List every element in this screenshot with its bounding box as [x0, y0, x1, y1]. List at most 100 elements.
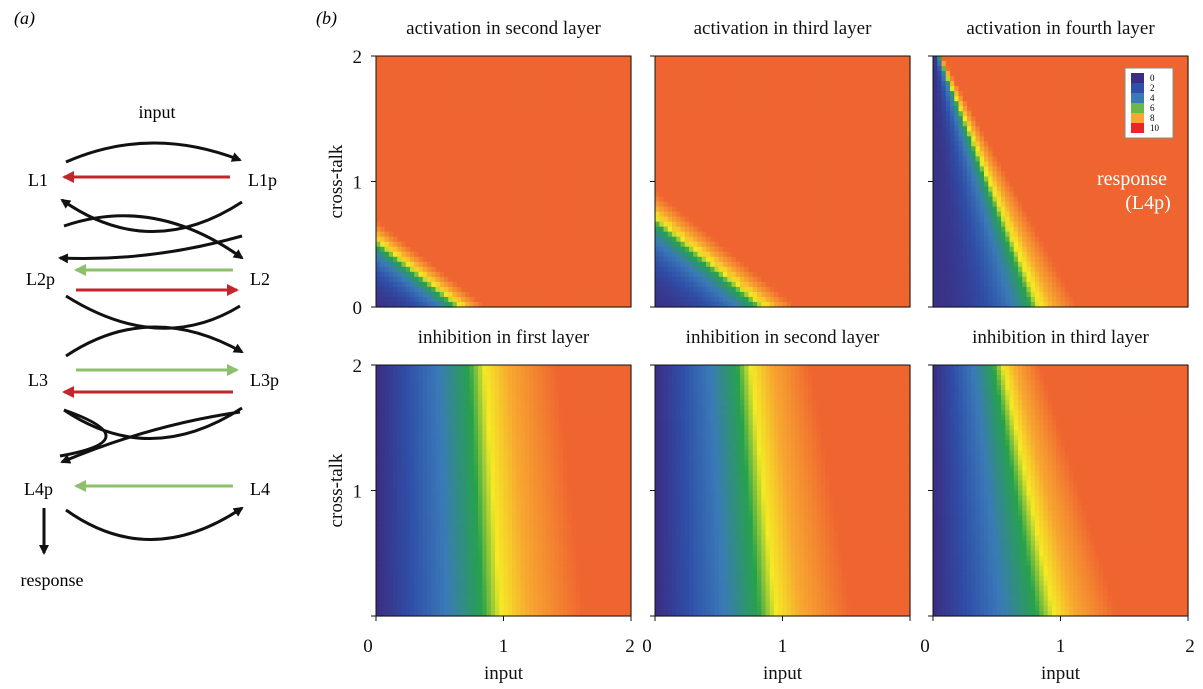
heatmap-cell: [597, 217, 602, 223]
heatmap-cell: [744, 146, 749, 152]
heatmap-cell: [902, 151, 907, 157]
heatmap-cell: [402, 126, 407, 132]
heatmap-cell: [380, 262, 385, 268]
heatmap-cell: [821, 56, 826, 62]
heatmap-cell: [474, 187, 479, 193]
heatmap-cell: [689, 182, 694, 188]
heatmap-cell: [601, 81, 606, 87]
heatmap-cell: [736, 151, 741, 157]
heatmap-cell: [597, 247, 602, 253]
heatmap-cell: [580, 61, 585, 67]
heatmap-cell: [448, 126, 453, 132]
heatmap-cell: [423, 252, 428, 258]
heatmap-cell: [659, 187, 664, 193]
heatmap-cell: [800, 116, 805, 122]
heatmap-cell: [821, 182, 826, 188]
heatmap-cell: [525, 252, 530, 258]
heatmap-cell: [482, 106, 487, 112]
heatmap-cell: [618, 197, 623, 203]
heatmap-cell: [614, 116, 619, 122]
heatmap-cell: [393, 161, 398, 167]
heatmap-cell: [880, 166, 885, 172]
heatmap-cell: [872, 81, 877, 87]
heatmap-cell: [753, 202, 758, 208]
heatmap-cell: [393, 242, 398, 248]
heatmap-cell: [618, 282, 623, 288]
heatmap-cell: [385, 222, 390, 228]
heatmap-cell: [499, 86, 504, 92]
heatmap-cell: [572, 202, 577, 208]
heatmap-cell: [410, 141, 415, 147]
heatmap-cell: [812, 166, 817, 172]
heatmap-cell: [504, 212, 509, 218]
heatmap-cell: [723, 166, 728, 172]
heatmap-cell: [567, 227, 572, 233]
heatmap-cell: [601, 212, 606, 218]
heatmap-cell: [702, 96, 707, 102]
heatmap-cell: [431, 106, 436, 112]
heatmap-cell: [749, 96, 754, 102]
heatmap-cell: [567, 86, 572, 92]
heatmap-cell: [525, 156, 530, 162]
heatmap-cell: [529, 237, 534, 243]
heatmap-cell: [812, 171, 817, 177]
heatmap-cell: [393, 197, 398, 203]
heatmap-cell: [676, 176, 681, 182]
heatmap-cell: [508, 207, 513, 213]
heatmap-cell: [614, 131, 619, 137]
heatmap-cell: [525, 101, 530, 107]
heatmap-cell: [685, 202, 690, 208]
heatmap-cell: [681, 121, 686, 127]
heatmap-cell: [376, 232, 381, 238]
heatmap-cell: [846, 126, 851, 132]
heatmap-cell: [664, 171, 669, 177]
heatmap-cell: [385, 232, 390, 238]
heatmap-cell: [659, 151, 664, 157]
heatmap-cell: [402, 121, 407, 127]
heatmap-cell: [851, 66, 856, 72]
heatmap-cell: [855, 151, 860, 157]
heatmap-cell: [753, 101, 758, 107]
heatmap-cell: [693, 202, 698, 208]
heatmap-cell: [681, 106, 686, 112]
heatmap-cell: [470, 81, 475, 87]
heatmap-cell: [499, 61, 504, 67]
heatmap-cell: [719, 96, 724, 102]
heatmap-cell: [783, 76, 788, 82]
heatmap-cell: [795, 176, 800, 182]
heatmap-cell: [597, 71, 602, 77]
heatmap-cell: [863, 197, 868, 203]
heatmap-cell: [542, 136, 547, 142]
heatmap-cell: [597, 272, 602, 278]
heatmap-cell: [872, 187, 877, 193]
heatmap-cell: [614, 247, 619, 253]
heatmap-cell: [863, 126, 868, 132]
heatmap-cell: [851, 61, 856, 67]
heatmap-cell: [618, 227, 623, 233]
heatmap-cell: [732, 161, 737, 167]
heatmap-cell: [495, 247, 500, 253]
heatmap-cell: [508, 61, 513, 67]
heatmap-cell: [778, 212, 783, 218]
heatmap-cell: [487, 56, 492, 62]
heatmap-cell: [593, 71, 598, 77]
heatmap-cell: [838, 121, 843, 127]
heatmap-cell: [508, 56, 513, 62]
heatmap-cell: [495, 91, 500, 97]
heatmap-cell: [555, 66, 560, 72]
heatmap-cell: [757, 56, 762, 62]
heatmap-cell: [516, 222, 521, 228]
heatmap-cell: [740, 66, 745, 72]
heatmap-cell: [516, 212, 521, 218]
heatmap-cell: [474, 222, 479, 228]
heatmap-cell: [542, 232, 547, 238]
heatmap-cell: [846, 71, 851, 77]
heatmap-cell: [698, 56, 703, 62]
heatmap-cell: [787, 91, 792, 97]
heatmap-cell: [710, 111, 715, 117]
heatmap-cell: [516, 61, 521, 67]
heatmap-cell: [655, 176, 660, 182]
heatmap-cell: [589, 146, 594, 152]
heatmap-cell: [572, 71, 577, 77]
heatmap-cell: [414, 217, 419, 223]
